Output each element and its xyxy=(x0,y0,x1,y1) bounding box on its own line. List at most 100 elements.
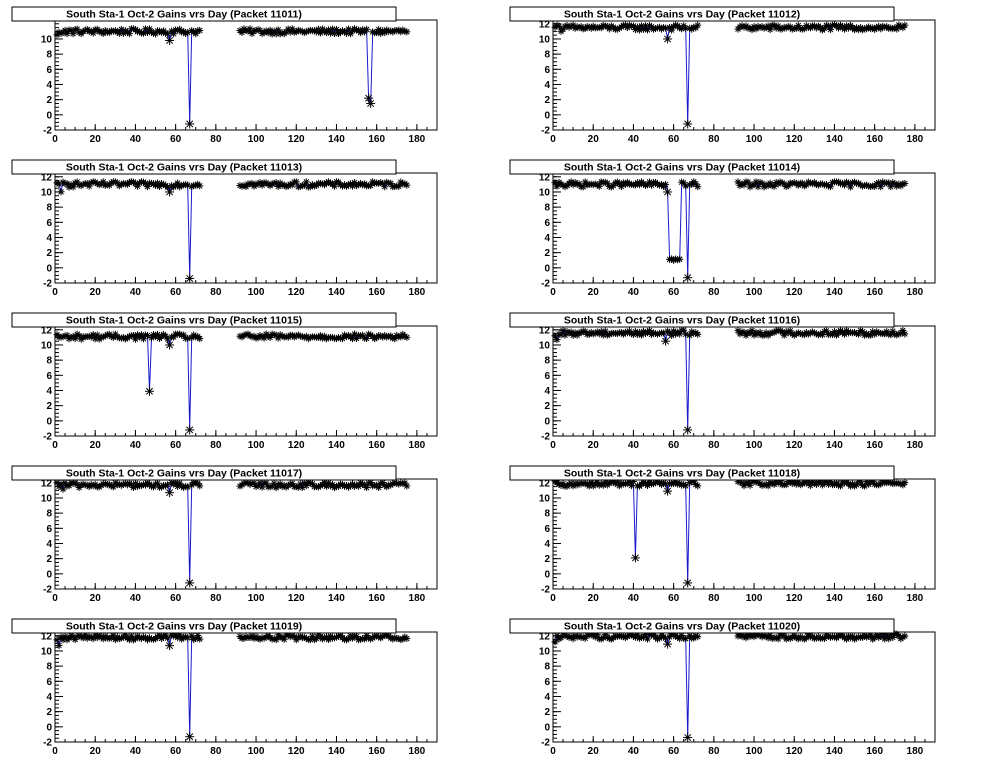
data-point xyxy=(553,336,561,344)
x-tick-label: 160 xyxy=(368,287,385,298)
data-point-dip xyxy=(630,553,640,563)
y-tick-label: 6 xyxy=(46,677,52,688)
y-tick-label: 12 xyxy=(539,172,551,183)
y-tick-label: 2 xyxy=(46,95,52,106)
x-tick-label: 100 xyxy=(746,593,763,604)
series-line xyxy=(56,633,201,737)
y-tick-label: 12 xyxy=(539,631,551,642)
y-tick-label: 8 xyxy=(46,50,52,61)
series-line xyxy=(56,180,201,279)
y-tick-label: -2 xyxy=(43,585,52,596)
y-tick-label: 10 xyxy=(41,340,53,351)
x-tick-label: 160 xyxy=(866,593,883,604)
x-tick-label: 40 xyxy=(628,134,640,145)
x-tick-label: 40 xyxy=(130,440,142,451)
y-tick-label: 8 xyxy=(544,203,550,214)
data-point xyxy=(901,632,909,640)
data-point-dip xyxy=(683,578,693,588)
y-tick-label: 4 xyxy=(46,233,52,244)
data-point-dip xyxy=(185,732,195,742)
x-tick-label: 140 xyxy=(826,593,843,604)
data-point-dip xyxy=(185,119,195,129)
x-tick-label: 20 xyxy=(588,593,600,604)
x-tick-label: 20 xyxy=(90,593,102,604)
x-tick-label: 160 xyxy=(368,593,385,604)
chart-title: South Sta-1 Oct-2 Gains vrs Day (Packet … xyxy=(66,621,302,633)
y-tick-label: 12 xyxy=(41,172,53,183)
y-tick-label: -2 xyxy=(43,738,52,749)
x-tick-label: 100 xyxy=(248,440,265,451)
data-point xyxy=(555,22,563,30)
y-tick-label: 10 xyxy=(41,646,53,657)
x-tick-label: 0 xyxy=(52,746,58,757)
x-tick-label: 60 xyxy=(668,440,680,451)
x-tick-label: 100 xyxy=(746,746,763,757)
x-tick-label: 80 xyxy=(210,287,222,298)
data-point xyxy=(57,188,65,196)
data-point-dip xyxy=(663,486,673,496)
x-tick-label: 180 xyxy=(409,134,426,145)
data-point xyxy=(403,482,411,490)
plot-frame xyxy=(54,19,438,131)
x-tick-label: 120 xyxy=(288,746,305,757)
y-tick-label: 8 xyxy=(544,356,550,367)
data-point xyxy=(196,335,204,343)
x-tick-label: 180 xyxy=(907,746,924,757)
data-point xyxy=(196,635,204,643)
x-tick-label: 140 xyxy=(328,287,345,298)
y-tick-label: 0 xyxy=(544,110,550,121)
data-point xyxy=(694,330,702,338)
data-point xyxy=(551,638,559,646)
data-point xyxy=(682,482,690,490)
title-box xyxy=(509,312,895,328)
y-tick-label: 8 xyxy=(544,50,550,61)
y-tick-label: 6 xyxy=(544,218,550,229)
data-point xyxy=(53,636,61,644)
data-point-dip xyxy=(144,386,154,396)
x-tick-label: 60 xyxy=(170,593,182,604)
x-tick-label: 180 xyxy=(907,287,924,298)
data-point-dip xyxy=(185,425,195,435)
series-line xyxy=(56,481,201,583)
data-point xyxy=(780,331,788,339)
x-tick-label: 140 xyxy=(826,746,843,757)
chart-title: South Sta-1 Oct-2 Gains vrs Day (Packet … xyxy=(564,9,800,21)
x-tick-label: 80 xyxy=(210,134,222,145)
y-tick-label: 8 xyxy=(46,662,52,673)
x-tick-label: 60 xyxy=(170,440,182,451)
title-box xyxy=(11,618,397,634)
data-point xyxy=(403,181,411,189)
y-tick-label: 2 xyxy=(544,401,550,412)
y-tick-label: -2 xyxy=(541,279,550,290)
x-tick-label: 20 xyxy=(588,746,600,757)
x-tick-label: 80 xyxy=(708,593,720,604)
chart-title: South Sta-1 Oct-2 Gains vrs Day (Packet … xyxy=(564,315,800,327)
series-line xyxy=(239,27,407,104)
x-tick-label: 20 xyxy=(90,440,102,451)
data-point xyxy=(901,179,909,187)
data-point xyxy=(694,21,702,29)
plot-frame xyxy=(54,631,438,743)
data-point xyxy=(302,178,310,186)
title-box xyxy=(509,618,895,634)
data-point xyxy=(330,182,338,190)
y-tick-label: 6 xyxy=(544,65,550,76)
y-tick-label: 2 xyxy=(46,707,52,718)
x-tick-label: 120 xyxy=(288,593,305,604)
x-tick-label: 0 xyxy=(52,593,58,604)
plot-frame xyxy=(552,325,936,437)
y-tick-label: -2 xyxy=(43,126,52,137)
y-tick-label: 12 xyxy=(539,19,551,30)
x-tick-label: 140 xyxy=(328,746,345,757)
x-tick-label: 180 xyxy=(409,746,426,757)
y-tick-label: 0 xyxy=(46,569,52,580)
data-point-dip xyxy=(165,641,175,651)
x-tick-label: 60 xyxy=(668,746,680,757)
y-tick-label: 4 xyxy=(46,386,52,397)
chart-title: South Sta-1 Oct-2 Gains vrs Day (Packet … xyxy=(66,315,302,327)
data-point xyxy=(694,183,702,191)
y-tick-label: 2 xyxy=(544,707,550,718)
y-tick-label: -2 xyxy=(43,432,52,443)
